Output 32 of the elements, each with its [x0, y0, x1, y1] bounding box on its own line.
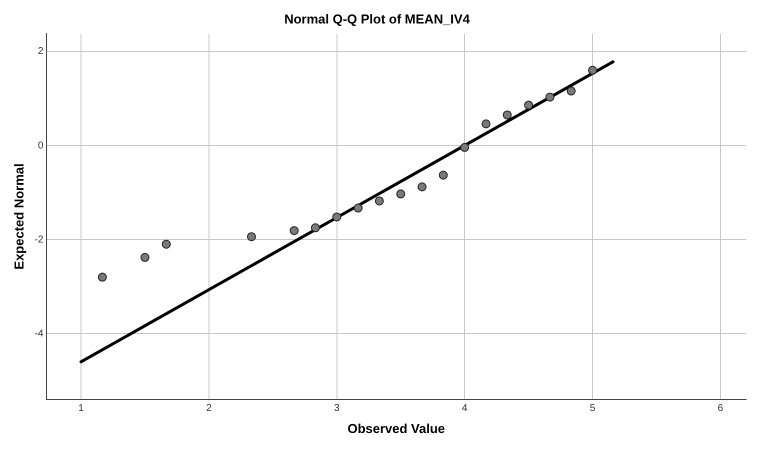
x-axis-title: Observed Value	[347, 420, 446, 436]
point	[566, 86, 576, 96]
point	[246, 232, 256, 242]
point	[524, 100, 534, 110]
y-tick-label: -2	[34, 234, 44, 246]
x-tick-label: 4	[462, 403, 468, 414]
point	[290, 226, 299, 236]
x-tick-label: 3	[334, 403, 340, 414]
y-axis-title: Expected Normal	[11, 163, 26, 270]
y-tick-label: -4	[34, 328, 44, 340]
point	[354, 204, 363, 213]
y-tick-label: 2	[38, 46, 44, 58]
point	[140, 252, 150, 262]
point	[588, 66, 598, 75]
x-tick-label: 1	[78, 403, 84, 414]
x-tick-label: 6	[718, 403, 724, 414]
point	[374, 196, 384, 206]
point	[162, 240, 171, 249]
point	[482, 119, 491, 128]
point	[460, 142, 470, 152]
point	[310, 223, 320, 232]
point	[418, 182, 427, 192]
y-tick-label: 0	[38, 140, 44, 152]
point	[396, 189, 406, 198]
point	[545, 92, 554, 102]
chart-title: Normal Q-Q Plot of MEAN_IV4	[284, 11, 471, 26]
x-tick-label: 2	[206, 403, 212, 414]
point	[438, 170, 448, 180]
point	[502, 110, 512, 120]
x-tick-label: 5	[590, 403, 596, 414]
point	[332, 212, 342, 222]
point	[98, 272, 107, 282]
